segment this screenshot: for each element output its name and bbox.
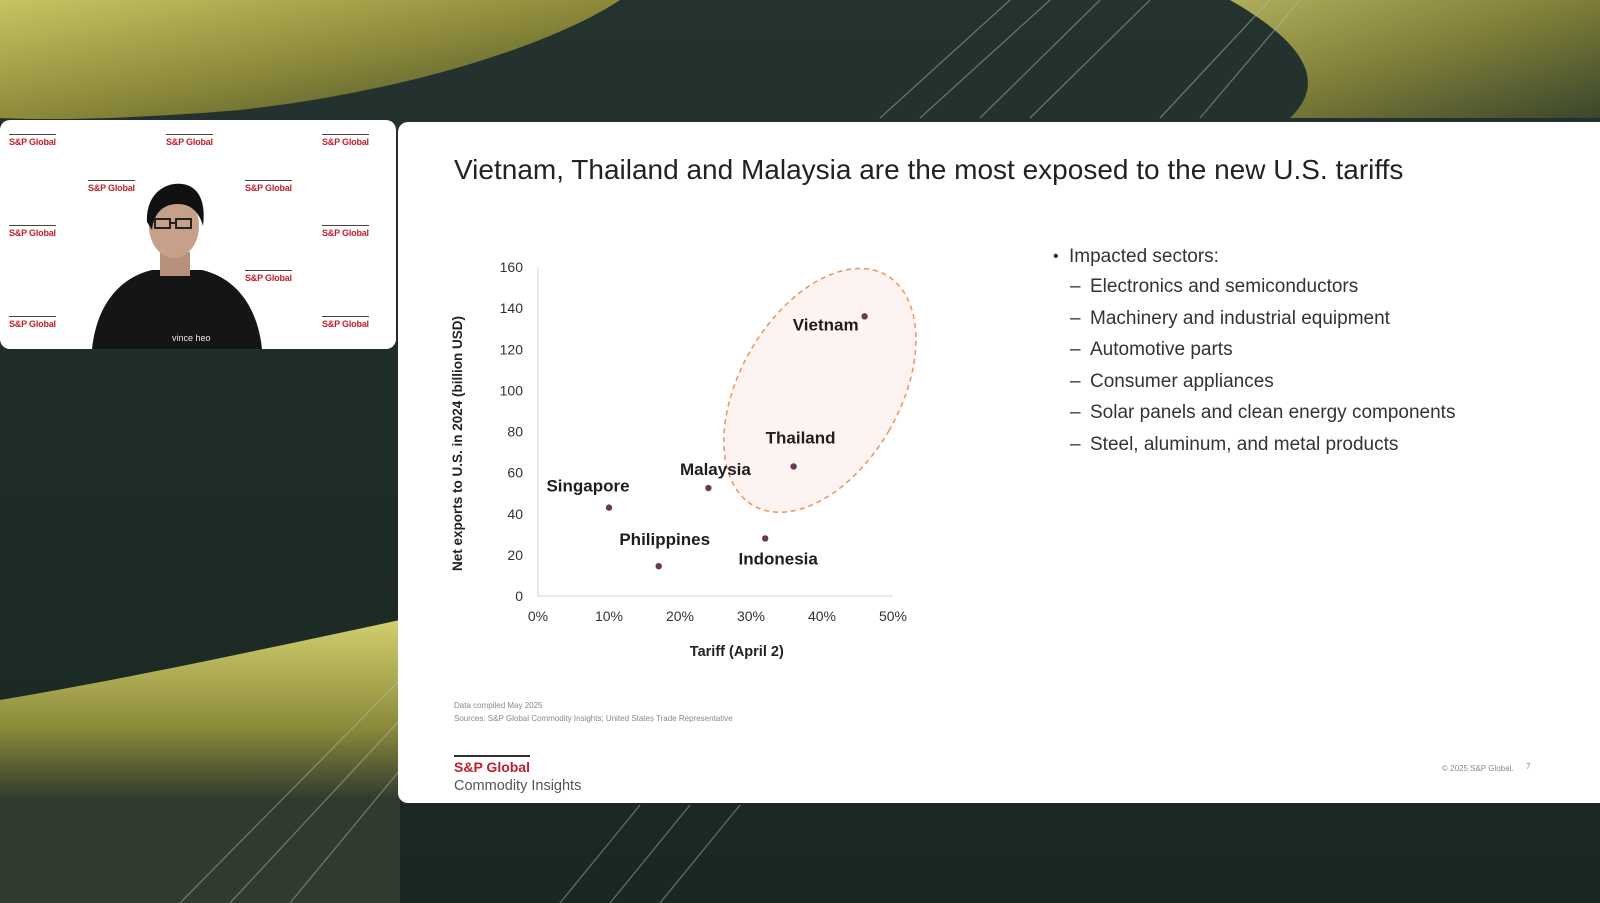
sp-global-logo: S&P Global — [322, 225, 369, 238]
x-tick-label: 0% — [528, 608, 548, 624]
sp-global-logo: S&P Global — [9, 134, 56, 147]
y-tick-label: 40 — [507, 506, 523, 522]
data-label-singapore: Singapore — [546, 477, 629, 496]
x-axis-title: Tariff (April 2) — [690, 644, 784, 660]
presenter-silhouette — [92, 183, 262, 349]
y-tick-label: 140 — [500, 300, 524, 316]
x-tick-label: 20% — [666, 608, 694, 624]
tariff-exposure-scatter-chart: 0 20 40 60 80 100 120 140 160 0% 10% 20% 30% 40% 50% Ta… — [450, 259, 917, 660]
sector-item: – Consumer appliances — [1070, 371, 1455, 403]
data-point-indonesia — [762, 535, 769, 542]
copyright-text: © 2025 S&P Global. — [1442, 764, 1514, 773]
sector-item-text: Electronics and semiconductors — [1090, 276, 1359, 297]
dash-icon: – — [1070, 370, 1081, 392]
y-tick-label: 80 — [507, 424, 523, 440]
sp-global-logo: S&P Global — [322, 316, 369, 329]
data-point-vietnam — [861, 313, 868, 320]
sector-item-text: Steel, aluminum, and metal products — [1090, 433, 1399, 455]
data-label-thailand: Thailand — [766, 428, 836, 447]
x-tick-label: 30% — [737, 608, 765, 624]
footnote-sources: Sources: S&P Global Commodity Insights; … — [454, 714, 733, 723]
y-tick-label: 20 — [507, 547, 523, 563]
data-label-philippines: Philippines — [619, 530, 710, 549]
y-tick-label: 160 — [500, 259, 524, 275]
x-tick-label: 40% — [808, 608, 836, 624]
brand-logo: S&P Global Commodity Insights — [454, 755, 581, 794]
dash-icon: – — [1070, 402, 1081, 423]
data-point-philippines — [655, 562, 662, 570]
data-label-indonesia: Indonesia — [739, 549, 819, 568]
data-point-malaysia — [705, 484, 712, 492]
presenter-video-tile[interactable]: S&P Global S&P Global S&P Global S&P Glo… — [0, 120, 396, 349]
bullet-icon: • — [1053, 248, 1059, 265]
sp-global-logo: S&P Global — [88, 180, 135, 193]
dash-icon: – — [1070, 339, 1081, 360]
sp-global-logo: S&P Global — [245, 180, 292, 193]
sp-global-logo: S&P Global — [322, 134, 369, 147]
sector-item-text: Machinery and industrial equipment — [1090, 307, 1390, 329]
y-axis-title: Net exports to U.S. in 2024 (billion USD… — [450, 316, 465, 571]
footnote-date: Data compiled May 2025 — [454, 701, 543, 710]
sp-global-logo: S&P Global — [9, 225, 56, 238]
shared-slide: Vietnam, Thailand and Malaysia are the m… — [398, 122, 1600, 803]
sector-item: – Automotive parts — [1070, 339, 1455, 371]
x-tick-label: 50% — [879, 608, 907, 624]
sector-item-text: Solar panels and clean energy components — [1090, 402, 1456, 423]
dash-icon: – — [1070, 307, 1081, 329]
sector-item: – Steel, aluminum, and metal products — [1070, 434, 1455, 466]
y-tick-label: 0 — [515, 588, 523, 604]
impacted-sectors-list: • Impacted sectors: – Electronics and sem… — [1053, 246, 1455, 465]
data-point-singapore — [605, 504, 613, 511]
bullet-heading-text: Impacted sectors: — [1069, 246, 1219, 267]
data-point-thailand — [790, 463, 797, 470]
sector-item: – Solar panels and clean energy component… — [1070, 402, 1455, 434]
dash-icon: – — [1070, 433, 1081, 455]
highlight-ellipse — [723, 267, 917, 514]
presenter-name-label: vince heo — [172, 333, 211, 343]
bullet-heading: • Impacted sectors: — [1053, 246, 1455, 268]
sector-item: – Electronics and semiconductors — [1070, 276, 1455, 308]
y-tick-label: 120 — [500, 341, 524, 357]
sp-global-logo: S&P Global — [245, 270, 292, 283]
data-label-malaysia: Malaysia — [680, 460, 751, 479]
brand-subtitle: Commodity Insights — [454, 778, 582, 794]
x-tick-label: 10% — [595, 608, 623, 624]
sector-item-text: Automotive parts — [1090, 339, 1233, 360]
sp-global-logo: S&P Global — [9, 316, 56, 329]
y-tick-label: 60 — [507, 465, 523, 481]
page-number: 7 — [1526, 762, 1531, 771]
sp-global-logo: S&P Global — [166, 134, 213, 147]
data-label-vietnam: Vietnam — [793, 315, 859, 334]
slide-title: Vietnam, Thailand and Malaysia are the m… — [454, 154, 1404, 185]
brand-name: S&P Global — [454, 755, 530, 775]
dash-icon: – — [1070, 276, 1081, 297]
sector-item-text: Consumer appliances — [1090, 370, 1274, 392]
y-tick-label: 100 — [500, 382, 524, 398]
sector-item: – Machinery and industrial equipment — [1070, 308, 1455, 340]
